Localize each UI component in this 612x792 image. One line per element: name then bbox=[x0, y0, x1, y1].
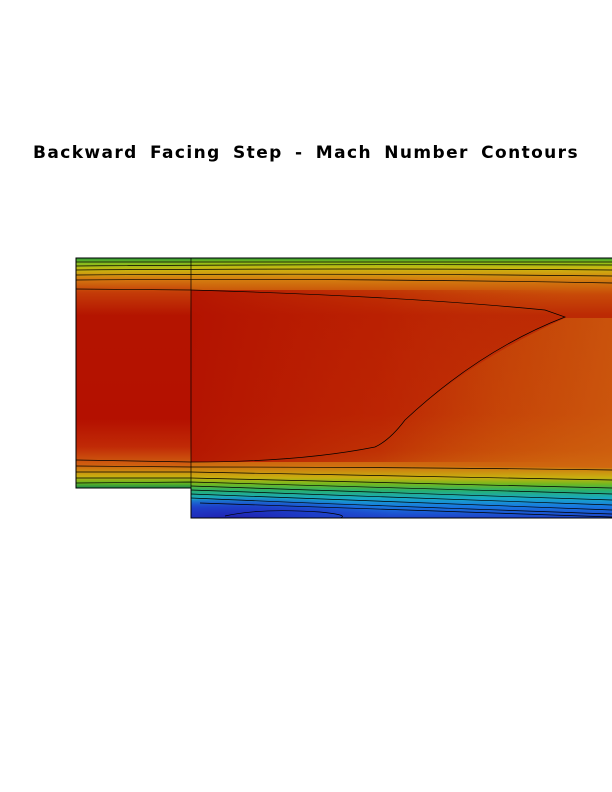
contour-line bbox=[76, 465, 612, 471]
inlet-region bbox=[76, 258, 192, 488]
contour-line bbox=[224, 510, 343, 518]
flow-field bbox=[76, 258, 612, 518]
contour-line bbox=[76, 273, 612, 277]
chart-title: Backward Facing Step - Mach Number Conto… bbox=[32, 143, 579, 163]
contour-line bbox=[76, 264, 612, 267]
contour-line bbox=[76, 268, 612, 271]
contour-line bbox=[190, 493, 612, 511]
contour-lines bbox=[76, 258, 612, 518]
contour-line bbox=[190, 485, 612, 501]
contour-line bbox=[199, 502, 612, 518]
contour-line bbox=[76, 471, 612, 481]
shear-layer-wake bbox=[380, 318, 612, 468]
contour-line bbox=[190, 497, 612, 515]
contour-line bbox=[76, 288, 567, 463]
domain-outline bbox=[75, 257, 612, 519]
contour-line bbox=[76, 481, 612, 495]
contour-line bbox=[76, 477, 612, 489]
recirculation-bubble bbox=[150, 496, 390, 518]
contour-line bbox=[76, 279, 612, 284]
contour-line bbox=[190, 489, 612, 506]
